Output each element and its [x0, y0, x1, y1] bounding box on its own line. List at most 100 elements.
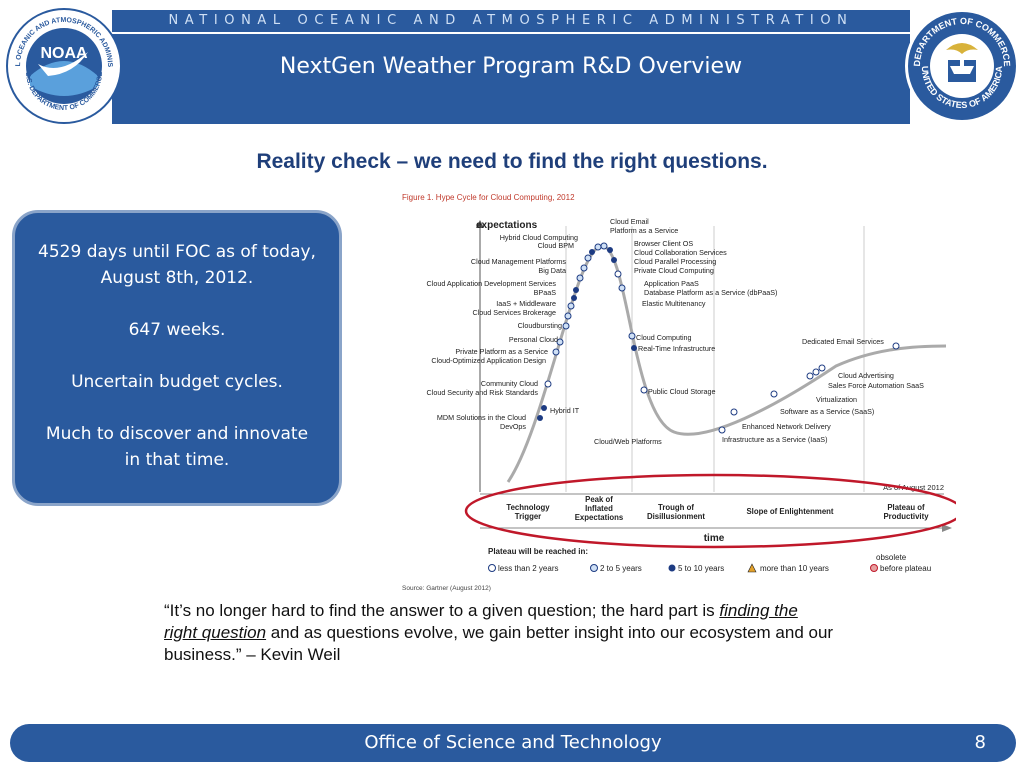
point — [812, 368, 820, 376]
footer-office: Office of Science and Technology — [364, 732, 662, 753]
label-iaas: Infrastructure as a Service (IaaS) — [722, 435, 827, 444]
label-cloud-collab: Cloud Collaboration Services — [634, 248, 727, 257]
label-cloud-brokerage: Cloud Services Brokerage — [473, 308, 557, 317]
label-cloud-parallel: Cloud Parallel Processing — [634, 257, 716, 266]
label-cloudbursting: Cloudbursting — [518, 321, 562, 330]
label-cloud-security: Cloud Security and Risk Standards — [427, 388, 539, 397]
label-virtualization: Virtualization — [816, 395, 857, 404]
label-saas: Software as a Service (SaaS) — [780, 407, 874, 416]
label-cloud-mgmt: Cloud Management Platforms — [471, 257, 566, 266]
figure-title: Figure 1. Hype Cycle for Cloud Computing… — [402, 193, 575, 202]
legend-5-10: 5 to 10 years — [678, 564, 724, 573]
legend-open-circle-icon — [488, 564, 496, 572]
point — [573, 287, 579, 293]
legend-x-circle-icon — [870, 564, 878, 572]
point — [770, 390, 778, 398]
label-private-paas: Private Platform as a Service — [455, 347, 548, 356]
label-dbpaas: Database Platform as a Service (dbPaaS) — [644, 288, 777, 297]
legend-light-circle-icon — [590, 564, 598, 572]
legend-before-plateau: before plateau — [880, 564, 931, 573]
phase-peak: Peak of Inflated Expectations — [575, 495, 624, 522]
point — [556, 338, 564, 346]
point — [576, 274, 584, 282]
label-sfa-saas: Sales Force Automation SaaS — [828, 381, 924, 390]
label-cloud-appdev: Cloud Application Development Services — [427, 279, 557, 288]
obsolete-label: obsolete — [876, 553, 907, 562]
label-big-data: Big Data — [538, 266, 566, 275]
phase-line: Trigger — [515, 512, 541, 521]
page-title: NextGen Weather Program R&D Overview — [279, 54, 743, 79]
noaa-seal-icon: NOAA NATIONAL OCEANIC AND ATMOSPHERIC AD… — [4, 6, 122, 124]
label-devops: DevOps — [500, 422, 526, 431]
point — [594, 243, 602, 251]
y-axis-arrow-icon — [476, 220, 484, 228]
point — [567, 302, 575, 310]
as-of-label: As of August 2012 — [883, 483, 944, 492]
x-axis-arrow-icon — [942, 524, 952, 532]
quote-part1: “It’s no longer hard to find the answer … — [164, 601, 720, 620]
label-cloud-bpm: Cloud BPM — [538, 241, 574, 250]
point — [818, 364, 826, 372]
point — [537, 415, 543, 421]
point — [892, 342, 900, 350]
phase-line: Disillusionment — [647, 512, 705, 521]
y-axis-label: expectations — [476, 220, 538, 231]
commerce-seal-icon: DEPARTMENT OF COMMERCE UNITED STATES OF … — [905, 9, 1019, 123]
legend-2-5: 2 to 5 years — [600, 564, 642, 573]
point — [589, 249, 595, 255]
header: NATIONAL OCEANIC AND ATMOSPHERIC ADMINIS… — [0, 0, 1024, 126]
org-name: NATIONAL OCEANIC AND ATMOSPHERIC ADMINIS… — [112, 10, 910, 32]
label-bpaas: BPaaS — [534, 288, 557, 297]
point — [611, 257, 617, 263]
hype-curve — [506, 244, 947, 483]
label-cloud-email: Cloud Email — [610, 217, 649, 226]
point — [544, 380, 552, 388]
point — [564, 312, 572, 320]
point — [552, 348, 560, 356]
point — [584, 254, 592, 262]
label-realtime-infra: Real-Time Infrastructure — [638, 344, 715, 353]
label-dedicated-email: Dedicated Email Services — [802, 337, 884, 346]
label-elastic: Elastic Multitenancy — [642, 299, 706, 308]
hype-cycle-chart: Figure 1. Hype Cycle for Cloud Computing… — [402, 193, 956, 592]
label-browser-os: Browser Client OS — [634, 239, 693, 248]
label-cloud-ads: Cloud Advertising — [838, 371, 894, 380]
point — [541, 405, 547, 411]
point — [607, 247, 613, 253]
plateau-legend-title: Plateau will be reached in: — [488, 547, 588, 556]
phase-technology-trigger: Technology Trigger — [506, 503, 550, 521]
callout-weeks: 647 weeks. — [128, 320, 226, 340]
point — [730, 408, 738, 416]
callout-discover: Much to discover and innovate in that ti… — [45, 424, 309, 470]
phase-line: Inflated — [585, 504, 613, 513]
phase-trough: Trough of Disillusionment — [647, 503, 705, 521]
label-mdm-cloud: MDM Solutions in the Cloud — [437, 413, 526, 422]
label-paas: Platform as a Service — [610, 226, 678, 235]
label-iaas-middleware: IaaS + Middleware — [496, 299, 556, 308]
phase-line: Trough of — [658, 503, 694, 512]
point — [600, 242, 608, 250]
point — [628, 332, 636, 340]
point — [562, 322, 570, 330]
quote-emphasis: finding the right question — [164, 601, 798, 642]
countdown-callout: 4529 days until FOC as of today, August … — [12, 210, 342, 506]
callout-days: 4529 days until FOC as of today, August … — [38, 242, 316, 288]
phase-line: Productivity — [883, 512, 929, 521]
highlight-ellipse — [464, 473, 956, 549]
point — [718, 426, 726, 434]
legend-dark-circle-icon — [668, 564, 676, 572]
x-axis-label: time — [704, 533, 725, 544]
noaa-logo-text: NOAA — [40, 45, 88, 62]
label-personal-cloud: Personal Cloud — [509, 335, 558, 344]
hype-cycle-figure: Figure 1. Hype Cycle for Cloud Computing… — [396, 186, 956, 594]
label-hybrid-cloud: Hybrid Cloud Computing — [500, 233, 578, 242]
label-public-storage: Public Cloud Storage — [648, 387, 716, 396]
callout-budget: Uncertain budget cycles. — [71, 372, 283, 392]
point — [580, 264, 588, 272]
quote-part2: and as questions evolve, we gain better … — [164, 623, 834, 664]
phase-slope: Slope of Enlightenment — [746, 507, 833, 516]
label-cloud-web: Cloud/Web Platforms — [594, 437, 662, 446]
curve-points — [537, 242, 900, 434]
legend-triangle-icon — [747, 563, 757, 573]
legend-less-2: less than 2 years — [498, 564, 558, 573]
